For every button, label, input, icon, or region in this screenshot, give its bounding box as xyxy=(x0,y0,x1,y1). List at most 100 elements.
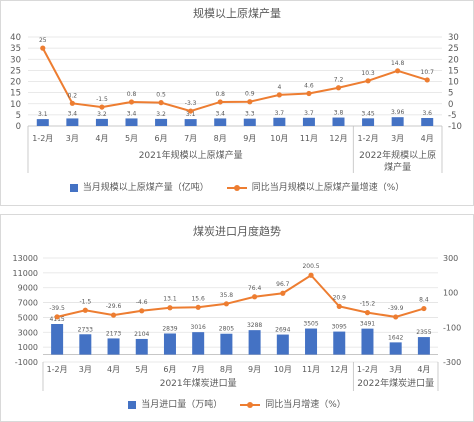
x-category-label: 1-2月 xyxy=(358,134,379,143)
bar-data-label: 3491 xyxy=(360,321,375,328)
legend: 当月进口量（万吨） 同比当月增速（%） xyxy=(1,399,473,411)
x-category-label: 3月 xyxy=(79,365,92,374)
y-right-tick-label: 100 xyxy=(443,289,458,298)
x-category-label: 6月 xyxy=(155,134,168,143)
line-data-label: 25 xyxy=(39,37,47,44)
y-right-tick-label: -5 xyxy=(448,111,456,121)
line-data-label: 10.3 xyxy=(361,70,375,77)
legend-bar-swatch xyxy=(69,184,78,192)
y-right-tick-label: 20 xyxy=(448,55,459,65)
y-right-tick-label: 15 xyxy=(448,66,459,76)
y-left-tick-label: 11000 xyxy=(13,269,38,278)
line-point xyxy=(82,307,88,313)
legend-item-line-series: 同比当月增速（%） xyxy=(240,399,346,411)
line-point xyxy=(247,99,253,105)
series-line xyxy=(41,47,428,113)
line-data-label: 10.7 xyxy=(421,69,435,76)
legend-label: 当月进口量（万吨） xyxy=(141,400,223,410)
bar xyxy=(107,338,120,355)
bar-data-label: 3.7 xyxy=(275,110,285,117)
bar xyxy=(125,118,138,126)
x-group-label-2021: 2021年规模以上原煤产量 xyxy=(138,151,243,161)
bar-data-label: 4115 xyxy=(49,316,64,323)
bar xyxy=(421,117,434,126)
bar-data-label: 3.45 xyxy=(361,110,375,117)
bar-data-label: 3095 xyxy=(332,324,347,331)
bar-data-label: 3.4 xyxy=(68,110,78,117)
bar xyxy=(79,334,92,355)
y-left-tick-label: 7000 xyxy=(18,299,38,308)
line-data-label: 0.9 xyxy=(245,91,255,98)
legend-label: 同比当月增速（%） xyxy=(265,400,346,410)
y-right-tick-label: -100 xyxy=(443,323,461,332)
x-category-label: 9月 xyxy=(248,365,261,374)
x-category-label: 4月 xyxy=(95,134,108,143)
line-point xyxy=(335,85,342,91)
line-data-label: 14.8 xyxy=(391,60,405,67)
line-data-label: 20.9 xyxy=(333,294,347,301)
legend: 当月规模以上原煤产量（亿吨） 同比当月规模以上原煤产量增速（%） xyxy=(1,182,473,194)
y-right-tick-label: 10 xyxy=(448,78,459,88)
bar xyxy=(66,118,79,126)
bar-data-label: 3288 xyxy=(247,322,262,329)
legend-item-bar-series: 当月进口量（万吨） xyxy=(128,399,222,411)
bar-data-label: 1642 xyxy=(388,334,403,341)
bar xyxy=(417,337,430,355)
y-left-tick-label: 3000 xyxy=(18,328,38,337)
line-point xyxy=(365,78,371,84)
x-category-label: 8月 xyxy=(214,134,227,143)
bar xyxy=(389,342,402,355)
line-data-label: 0.2 xyxy=(68,92,78,99)
y-right-tick-label: 0 xyxy=(448,100,453,110)
x-category-label: 12月 xyxy=(329,134,347,143)
bar xyxy=(163,333,176,355)
x-category-label: 5月 xyxy=(125,134,138,143)
line-data-label: 96.7 xyxy=(276,281,290,288)
bar xyxy=(135,338,148,355)
y-right-tick-label: 5 xyxy=(448,89,453,99)
y-left-tick-label: 35 xyxy=(10,44,21,54)
bar xyxy=(184,119,197,126)
legend-label: 当月规模以上原煤产量（亿吨） xyxy=(82,183,209,193)
y-left-tick-label: 9000 xyxy=(18,284,38,293)
bar-data-label: 3.2 xyxy=(156,111,166,118)
y-right-tick-label: 300 xyxy=(443,254,458,263)
y-left-tick-label: 10 xyxy=(10,100,21,110)
line-point xyxy=(69,100,75,106)
x-category-label: 5月 xyxy=(135,365,148,374)
x-category-label: 10月 xyxy=(270,134,288,143)
bar-data-label: 3.3 xyxy=(245,111,255,118)
line-data-label: 8.4 xyxy=(419,297,429,304)
line-data-label: 7.2 xyxy=(334,77,344,84)
line-point xyxy=(364,310,371,316)
x-category-label: 1-2月 xyxy=(357,365,378,374)
bar xyxy=(276,334,289,355)
x-category-label: 4月 xyxy=(107,365,120,374)
line-point xyxy=(395,68,401,74)
x-category-label: 8月 xyxy=(220,365,233,374)
legend-item-bar-series: 当月规模以上原煤产量（亿吨） xyxy=(69,182,209,194)
x-category-label: 3月 xyxy=(391,134,404,143)
line-data-label: -39.9 xyxy=(388,305,404,312)
x-group-label-2022: 2022年规模以上原煤产量 xyxy=(359,151,437,173)
x-category-label: 10月 xyxy=(274,365,292,374)
line-point xyxy=(54,314,60,320)
bar xyxy=(391,117,404,126)
x-category-label: 1-2月 xyxy=(47,365,68,374)
legend-bar-swatch xyxy=(128,401,137,409)
line-data-label: 4.6 xyxy=(304,83,314,90)
line-point xyxy=(252,294,258,300)
x-category-label: 4月 xyxy=(417,365,430,374)
y-left-tick-label: 15 xyxy=(10,89,21,99)
legend-line-marker xyxy=(247,402,254,408)
y-left-tick-label: 40 xyxy=(10,33,21,43)
line-data-label: 200.5 xyxy=(302,263,319,270)
x-category-label: 12月 xyxy=(330,365,348,374)
line-point xyxy=(421,305,427,312)
legend-line-swatch xyxy=(240,402,261,408)
bar-data-label: 2104 xyxy=(134,331,149,338)
y-left-tick-label: 13000 xyxy=(13,254,38,263)
y-right-tick-label: 30 xyxy=(448,33,459,43)
y-left-tick-label: 0 xyxy=(16,122,21,132)
line-data-label: 13.1 xyxy=(163,296,177,303)
